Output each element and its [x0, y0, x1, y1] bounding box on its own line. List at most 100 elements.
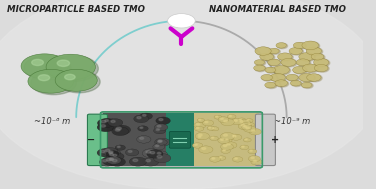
Circle shape	[157, 125, 161, 127]
Circle shape	[234, 120, 237, 122]
Bar	[194, 113, 259, 166]
Circle shape	[49, 56, 99, 81]
Circle shape	[192, 143, 203, 148]
Circle shape	[216, 116, 218, 117]
Circle shape	[307, 74, 321, 81]
Circle shape	[212, 158, 215, 159]
FancyBboxPatch shape	[88, 114, 108, 166]
Circle shape	[168, 14, 195, 28]
Circle shape	[143, 114, 146, 116]
Bar	[166, 113, 194, 166]
Circle shape	[28, 69, 74, 93]
FancyBboxPatch shape	[100, 112, 262, 168]
Circle shape	[270, 49, 280, 54]
Circle shape	[136, 136, 151, 143]
Circle shape	[155, 138, 170, 146]
Circle shape	[158, 140, 162, 142]
Circle shape	[253, 160, 256, 162]
Circle shape	[302, 83, 313, 88]
Circle shape	[38, 75, 50, 81]
Circle shape	[293, 66, 306, 74]
Circle shape	[296, 59, 310, 66]
Bar	[103, 113, 166, 166]
Circle shape	[238, 118, 246, 122]
Circle shape	[266, 83, 277, 88]
Circle shape	[103, 160, 107, 162]
Circle shape	[297, 60, 311, 66]
Circle shape	[315, 65, 329, 72]
Circle shape	[312, 54, 325, 61]
Circle shape	[58, 71, 100, 93]
Circle shape	[110, 153, 124, 160]
Circle shape	[57, 60, 70, 67]
Circle shape	[21, 54, 68, 78]
Text: ~10⁻⁹ m: ~10⁻⁹ m	[274, 117, 310, 126]
Circle shape	[138, 126, 148, 131]
Text: −: −	[87, 135, 96, 145]
Circle shape	[270, 74, 285, 81]
Circle shape	[255, 60, 265, 66]
Circle shape	[102, 147, 118, 156]
Circle shape	[209, 127, 211, 128]
Circle shape	[315, 59, 330, 67]
Circle shape	[197, 135, 205, 140]
Circle shape	[233, 136, 236, 137]
Circle shape	[266, 68, 277, 73]
Circle shape	[111, 120, 115, 122]
Circle shape	[97, 149, 114, 157]
Circle shape	[290, 80, 301, 86]
Circle shape	[194, 144, 197, 145]
Circle shape	[99, 158, 115, 166]
Circle shape	[224, 142, 237, 149]
Circle shape	[156, 139, 167, 145]
Circle shape	[205, 121, 208, 123]
Circle shape	[157, 155, 162, 158]
Circle shape	[249, 124, 251, 125]
Circle shape	[276, 43, 287, 48]
Circle shape	[273, 66, 290, 74]
Circle shape	[153, 144, 165, 150]
Circle shape	[240, 145, 249, 150]
Circle shape	[243, 138, 251, 142]
Circle shape	[269, 48, 279, 54]
Circle shape	[243, 126, 256, 132]
Circle shape	[97, 123, 114, 132]
Circle shape	[129, 157, 147, 166]
Circle shape	[240, 119, 242, 120]
Circle shape	[269, 60, 281, 66]
Circle shape	[271, 74, 287, 82]
Circle shape	[155, 124, 168, 131]
Text: MICROPARTICLE BASED TMO: MICROPARTICLE BASED TMO	[7, 5, 145, 14]
Circle shape	[303, 64, 318, 72]
Circle shape	[249, 129, 261, 135]
Circle shape	[240, 121, 244, 122]
Circle shape	[291, 81, 302, 87]
Circle shape	[235, 158, 238, 159]
Circle shape	[223, 149, 226, 151]
Circle shape	[140, 127, 143, 129]
Circle shape	[109, 158, 126, 166]
Circle shape	[105, 149, 110, 152]
FancyBboxPatch shape	[255, 114, 275, 166]
Circle shape	[265, 82, 276, 88]
Circle shape	[311, 53, 324, 60]
Circle shape	[246, 119, 253, 123]
Circle shape	[268, 59, 280, 66]
Circle shape	[24, 55, 71, 80]
Circle shape	[109, 152, 112, 154]
Circle shape	[55, 69, 97, 91]
Circle shape	[106, 149, 121, 157]
Circle shape	[112, 159, 117, 162]
Circle shape	[300, 53, 315, 61]
Circle shape	[153, 153, 171, 163]
Circle shape	[248, 149, 257, 154]
Circle shape	[265, 67, 276, 73]
FancyBboxPatch shape	[169, 132, 190, 148]
Circle shape	[294, 43, 306, 49]
Circle shape	[300, 74, 315, 82]
Circle shape	[245, 139, 247, 140]
Circle shape	[100, 150, 105, 153]
Circle shape	[256, 47, 272, 56]
Circle shape	[196, 123, 200, 125]
Circle shape	[230, 134, 242, 140]
